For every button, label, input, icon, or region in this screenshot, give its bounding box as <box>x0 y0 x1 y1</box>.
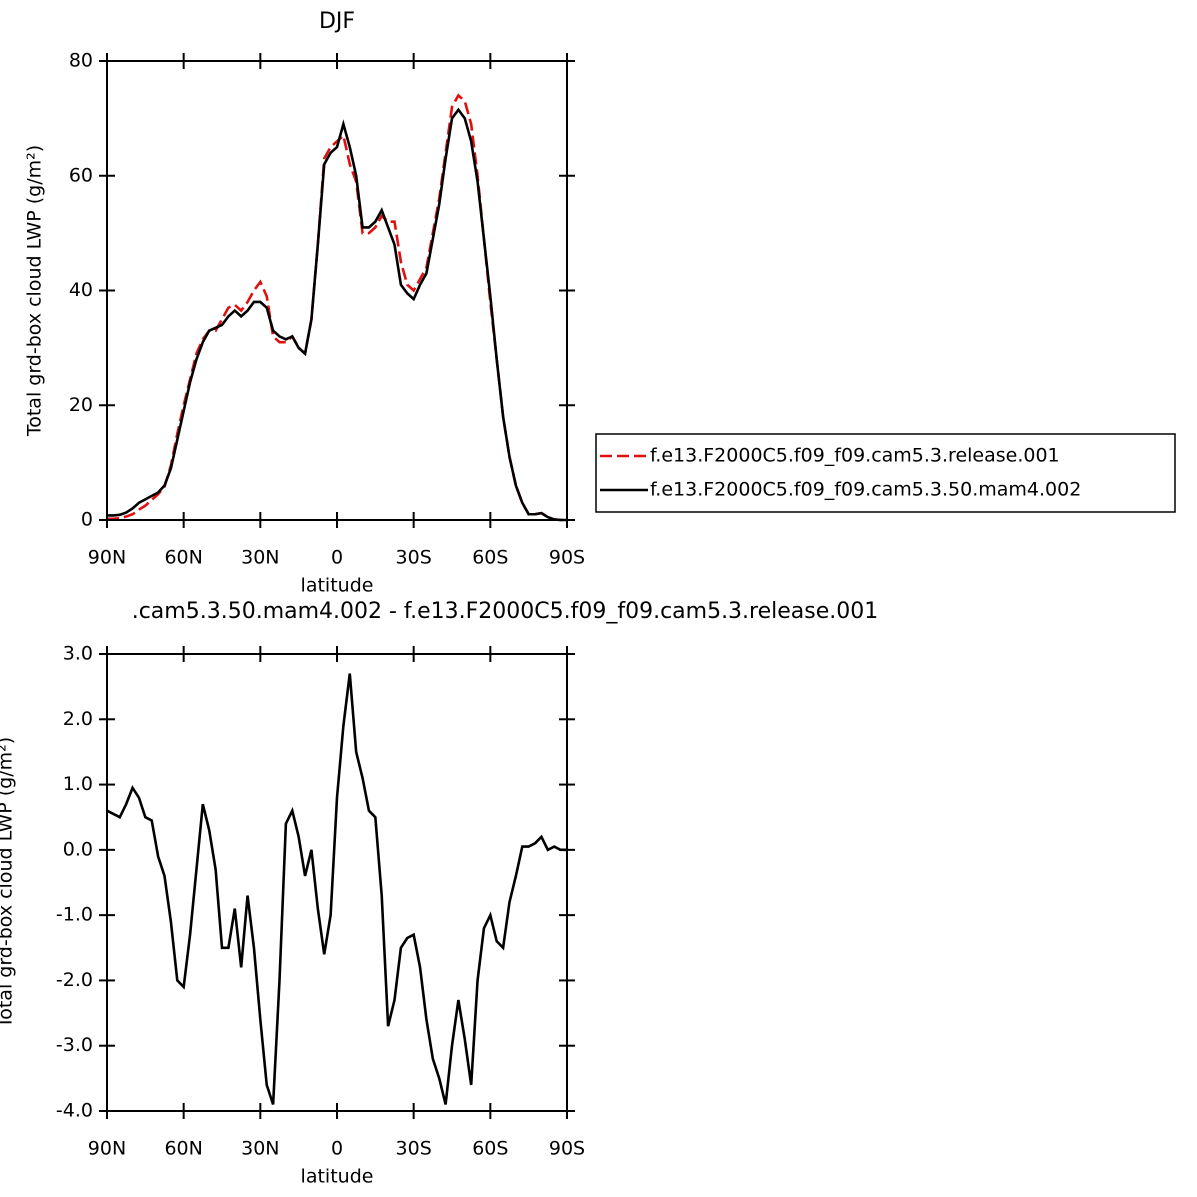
x-tick-label: 0 <box>331 547 343 569</box>
y-axis-label: Total grd-box cloud LWP (g/m²) <box>0 737 17 1029</box>
data-line <box>106 673 567 1105</box>
y-tick-label: 0.0 <box>63 838 93 860</box>
legend-box <box>595 433 1176 513</box>
x-tick-label: 90N <box>88 547 126 569</box>
data-line <box>107 93 567 522</box>
x-tick-label: 60S <box>472 547 508 569</box>
x-tick-label: 0 <box>331 1138 343 1160</box>
chart: .cam5.3.50.mam4.002 - f.e13.F2000C5.f09_… <box>0 599 878 1188</box>
x-tick-label: 90S <box>549 547 585 569</box>
y-tick-label: 20 <box>69 394 93 416</box>
x-tick-label: 60N <box>164 1138 202 1160</box>
y-tick-label: -4.0 <box>56 1100 93 1122</box>
legend-label: f.e13.F2000C5.f09_f09.cam5.3.release.001 <box>650 445 1060 467</box>
y-tick-label: 1.0 <box>63 773 93 795</box>
y-tick-label: 60 <box>69 164 93 186</box>
data-line <box>107 107 567 522</box>
y-tick-label: 3.0 <box>63 643 93 665</box>
chart: DJF latitude Total grd-box cloud LWP (g/m²… <box>24 9 1176 597</box>
x-tick-label: 30N <box>241 547 279 569</box>
x-tick-label: 30S <box>396 547 432 569</box>
x-tick-label: 60S <box>472 1138 508 1160</box>
y-tick-label: 0 <box>81 509 93 531</box>
x-tick-label: 90N <box>88 1138 126 1160</box>
x-axis-label: latitude <box>301 1166 374 1188</box>
x-tick-label: 30S <box>396 1138 432 1160</box>
y-tick-label: -1.0 <box>56 904 93 926</box>
x-axis-label: latitude <box>301 575 374 597</box>
chart-title: .cam5.3.50.mam4.002 - f.e13.F2000C5.f09_… <box>132 599 879 624</box>
x-tick-label: 90S <box>549 1138 585 1160</box>
plot-frame <box>106 653 568 1112</box>
x-tick-label: 60N <box>164 547 202 569</box>
y-tick-label: -3.0 <box>56 1034 93 1056</box>
x-tick-label: 30N <box>241 1138 279 1160</box>
y-tick-label: 40 <box>69 279 93 301</box>
chart-title: DJF <box>319 9 355 34</box>
legend-label: f.e13.F2000C5.f09_f09.cam5.3.50.mam4.002 <box>650 479 1081 501</box>
y-tick-label: -2.0 <box>56 969 93 991</box>
y-axis-label: Total grd-box cloud LWP (g/m²) <box>24 145 46 437</box>
y-tick-label: 80 <box>69 50 93 72</box>
plot-frame <box>106 60 568 521</box>
y-tick-label: 2.0 <box>63 708 93 730</box>
